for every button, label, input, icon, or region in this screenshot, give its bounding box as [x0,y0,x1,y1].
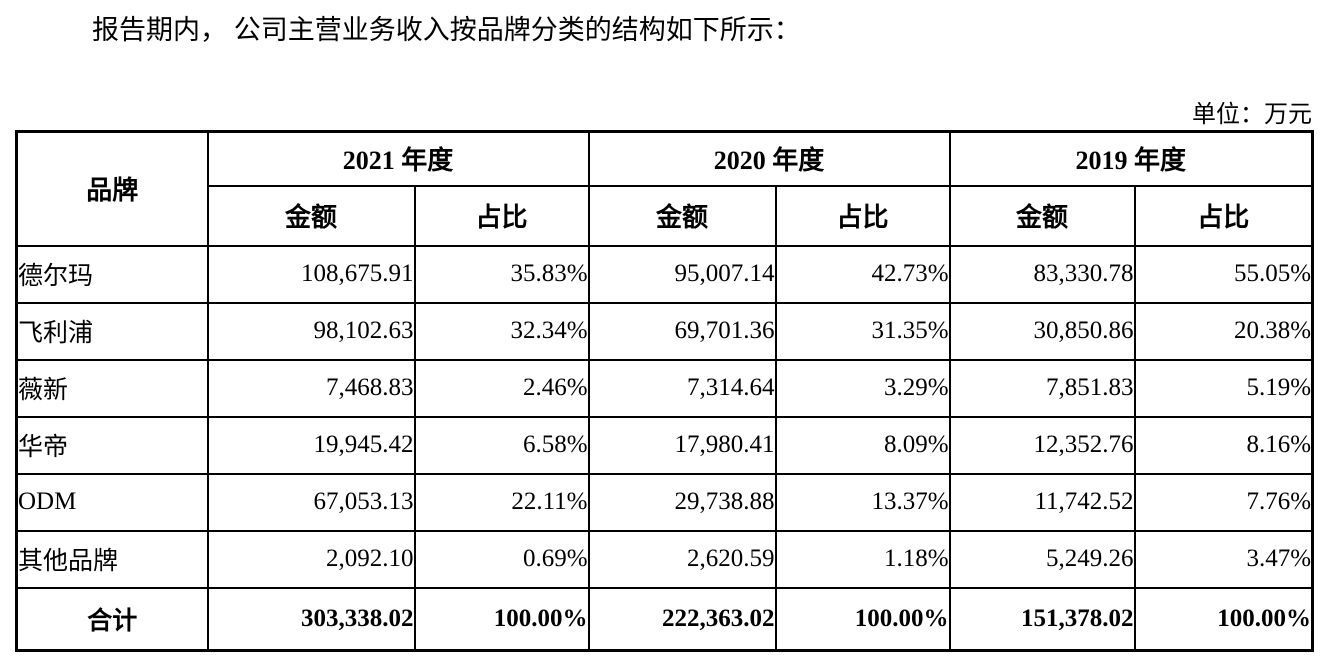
ratio-2020-cell: 1.18% [774,529,951,589]
table-row-other-brands: 其他品牌 2,092.10 0.69% 2,620.59 1.18% 5,249… [15,529,1314,589]
table-row-odm: ODM 67,053.13 22.11% 29,738.88 13.37% 11… [15,472,1314,532]
table-row-philips: 飞利浦 98,102.63 32.34% 69,701.36 31.35% 30… [15,301,1314,361]
ratio-2019-cell: 55.05% [1133,244,1314,304]
ratio-2019-cell: 5.19% [1133,358,1314,418]
ratio-2021-cell: 0.69% [413,529,590,589]
amount-2019-cell: 7,851.83 [948,358,1136,418]
total-ratio-2021-cell: 100.00% [413,586,590,652]
ratio-2020-cell: 13.37% [774,472,951,532]
table-row-total: 合计 303,338.02 100.00% 222,363.02 100.00%… [15,586,1314,652]
amount-2019-cell: 30,850.86 [948,301,1136,361]
total-label-cell: 合计 [15,586,209,652]
brand-cell: 薇新 [15,358,209,418]
total-amount-2019-cell: 151,378.02 [948,586,1136,652]
total-amount-2021-cell: 303,338.02 [206,586,416,652]
ratio-2020-cell: 31.35% [774,301,951,361]
unit-label: 单位：万元 [1192,102,1312,128]
brand-cell: 华帝 [15,415,209,475]
brand-cell: ODM [15,472,209,532]
amount-2019-cell: 12,352.76 [948,415,1136,475]
ratio-2021-cell: 32.34% [413,301,590,361]
brand-cell: 德尔玛 [15,244,209,304]
ratio-2020-cell: 8.09% [774,415,951,475]
brand-column-header: 品牌 [15,130,209,247]
brand-cell: 其他品牌 [15,529,209,589]
amount-2020-cell: 7,314.64 [587,358,777,418]
table-row-delma: 德尔玛 108,675.91 35.83% 95,007.14 42.73% 8… [15,244,1314,304]
total-ratio-2020-cell: 100.00% [774,586,951,652]
amount-2019-cell: 5,249.26 [948,529,1136,589]
brand-cell: 飞利浦 [15,301,209,361]
amount-header-2020: 金额 [587,184,777,247]
ratio-2019-cell: 20.38% [1133,301,1314,361]
ratio-header-2020: 占比 [774,184,951,247]
amount-2019-cell: 11,742.52 [948,472,1136,532]
ratio-2019-cell: 3.47% [1133,529,1314,589]
total-amount-2020-cell: 222,363.02 [587,586,777,652]
total-ratio-2019-cell: 100.00% [1133,586,1314,652]
intro-text: 报告期内， 公司主营业务收入按品牌分类的结构如下所示： [92,15,801,45]
year-header-2020: 2020 年度 [587,130,951,187]
ratio-2020-cell: 42.73% [774,244,951,304]
amount-2021-cell: 67,053.13 [206,472,416,532]
amount-2020-cell: 2,620.59 [587,529,777,589]
table-header-row-subcolumns: 金额 占比 金额 占比 金额 占比 [17,184,1314,247]
amount-2021-cell: 19,945.42 [206,415,416,475]
amount-2020-cell: 95,007.14 [587,244,777,304]
year-header-2019: 2019 年度 [948,130,1314,187]
amount-header-2019: 金额 [948,184,1136,247]
amount-2021-cell: 7,468.83 [206,358,416,418]
ratio-2019-cell: 7.76% [1133,472,1314,532]
amount-2020-cell: 17,980.41 [587,415,777,475]
ratio-header-2021: 占比 [413,184,590,247]
amount-2020-cell: 29,738.88 [587,472,777,532]
ratio-header-2019: 占比 [1133,184,1314,247]
ratio-2020-cell: 3.29% [774,358,951,418]
amount-2021-cell: 2,092.10 [206,529,416,589]
ratio-2021-cell: 22.11% [413,472,590,532]
table-row-weixin: 薇新 7,468.83 2.46% 7,314.64 3.29% 7,851.8… [15,358,1314,418]
ratio-2021-cell: 35.83% [413,244,590,304]
table-row-vatti: 华帝 19,945.42 6.58% 17,980.41 8.09% 12,35… [15,415,1314,475]
ratio-2021-cell: 2.46% [413,358,590,418]
amount-2021-cell: 98,102.63 [206,301,416,361]
table-header-row-years: 品牌 2021 年度 2020 年度 2019 年度 [15,130,1314,247]
year-header-2021: 2021 年度 [206,130,590,187]
brand-revenue-table: 品牌 2021 年度 2020 年度 2019 年度 金额 占比 金额 占比 金… [15,130,1315,652]
amount-2020-cell: 69,701.36 [587,301,777,361]
amount-2021-cell: 108,675.91 [206,244,416,304]
ratio-2019-cell: 8.16% [1133,415,1314,475]
amount-2019-cell: 83,330.78 [948,244,1136,304]
ratio-2021-cell: 6.58% [413,415,590,475]
amount-header-2021: 金额 [206,184,416,247]
